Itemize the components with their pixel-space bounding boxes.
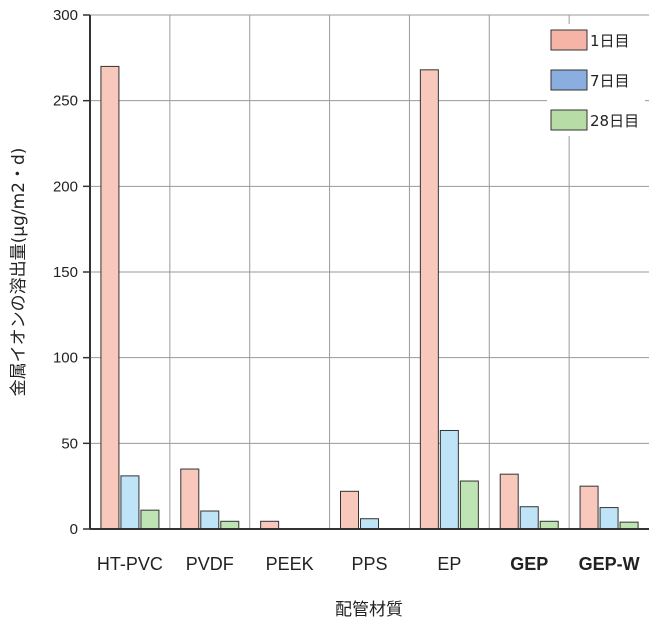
bar-3 [140, 509, 160, 530]
bar-1 [100, 65, 120, 530]
x-category-label: GEP [510, 554, 548, 574]
bar-1 [260, 520, 280, 530]
grid-lines [90, 14, 649, 529]
y-tick-label: 200 [53, 178, 78, 195]
legend-label: 28日目 [590, 112, 639, 130]
x-category-label: PEEK [266, 554, 314, 574]
y-tick-label: 0 [70, 521, 78, 538]
legend: 1日目 7日目 28日目 [547, 24, 645, 136]
x-category-label: EP [437, 554, 461, 574]
legend-label: 1日目 [590, 32, 630, 50]
x-category-label: HT-PVC [97, 554, 163, 574]
legend-swatch [550, 29, 588, 51]
bar-3 [539, 520, 559, 530]
bar-1 [419, 69, 439, 530]
x-category-label: PVDF [186, 554, 234, 574]
bar-2 [360, 518, 379, 530]
y-tick-label: 50 [61, 435, 78, 452]
bar-2 [120, 475, 140, 530]
x-category-label: PPS [351, 554, 387, 574]
bar-2 [599, 507, 619, 530]
x-category-label: GEP-W [579, 554, 640, 574]
bar-1 [180, 468, 200, 530]
legend-label: 7日目 [590, 72, 630, 90]
y-tick-labels: 0 50 100 150 200 250 300 [53, 7, 78, 538]
bar-1 [579, 485, 599, 530]
legend-swatch [550, 109, 588, 131]
axes [83, 14, 649, 530]
y-tick-label: 250 [53, 93, 78, 110]
legend-swatch [550, 69, 588, 91]
bar-3 [220, 520, 240, 530]
bar-1 [499, 473, 519, 530]
bar-2 [439, 429, 459, 530]
y-tick-label: 150 [53, 264, 78, 281]
x-axis-title: 配管材質 [335, 600, 403, 620]
y-tick-label: 100 [53, 350, 78, 367]
bar-2 [200, 510, 220, 530]
bar-2 [519, 506, 539, 530]
bar-1 [340, 490, 359, 530]
x-category-labels: HT-PVC PVDF PEEK PPS EP GEP GEP-W [97, 554, 640, 574]
y-axis-title: 金属イオンの溶出量(μg/m2・d) [9, 148, 29, 397]
bar-3 [619, 521, 639, 530]
y-tick-label: 300 [53, 7, 78, 24]
bar-marks [100, 65, 639, 530]
bar-3 [459, 480, 479, 530]
